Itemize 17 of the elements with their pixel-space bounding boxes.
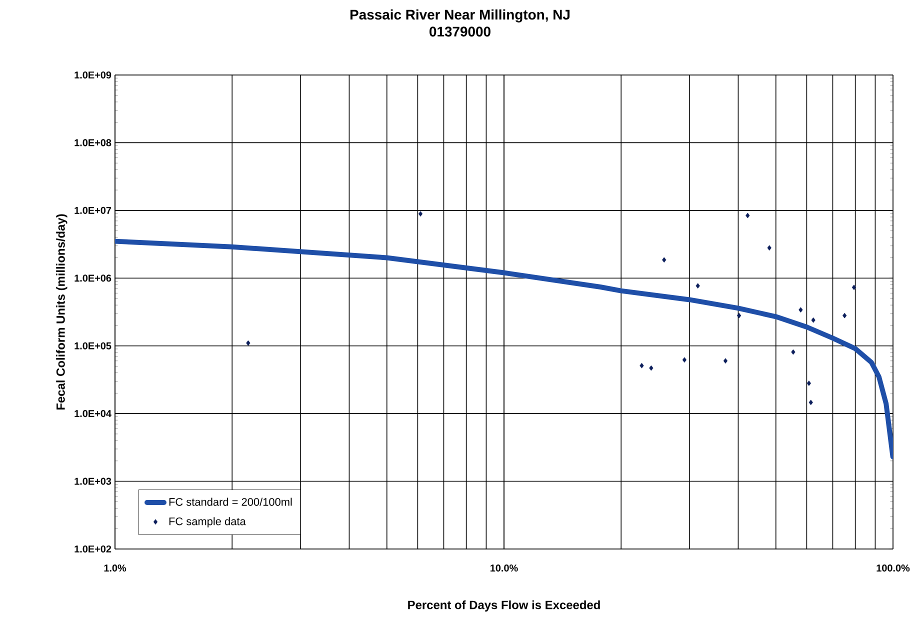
y-tick-label: 1.0E+02 [74,545,112,553]
x-axis-title: Percent of Days Flow is Exceeded [408,600,600,612]
y-tick-label: 1.0E+07 [74,206,112,214]
legend-label: FC sample data [169,517,246,528]
y-tick-label: 1.0E+06 [74,274,112,282]
chart-title: Passaic River Near Millington, NJ [350,9,570,22]
x-tick-label: 100.0% [876,564,910,572]
y-tick-label: 1.0E+05 [74,342,112,350]
y-tick-label: 1.0E+03 [74,478,112,485]
y-tick-label: 1.0E+08 [74,139,112,146]
y-tick-label: 1.0E+04 [74,410,112,418]
legend-label: FC standard = 200/100ml [169,498,292,506]
x-tick-label: 1.0% [104,564,126,572]
y-tick-label: 1.0E+09 [74,71,112,79]
chart-subtitle: 01379000 [430,26,490,37]
x-tick-label: 10.0% [490,564,518,572]
y-axis-title: Fecal Coliform Units (millions/day) [56,214,68,410]
